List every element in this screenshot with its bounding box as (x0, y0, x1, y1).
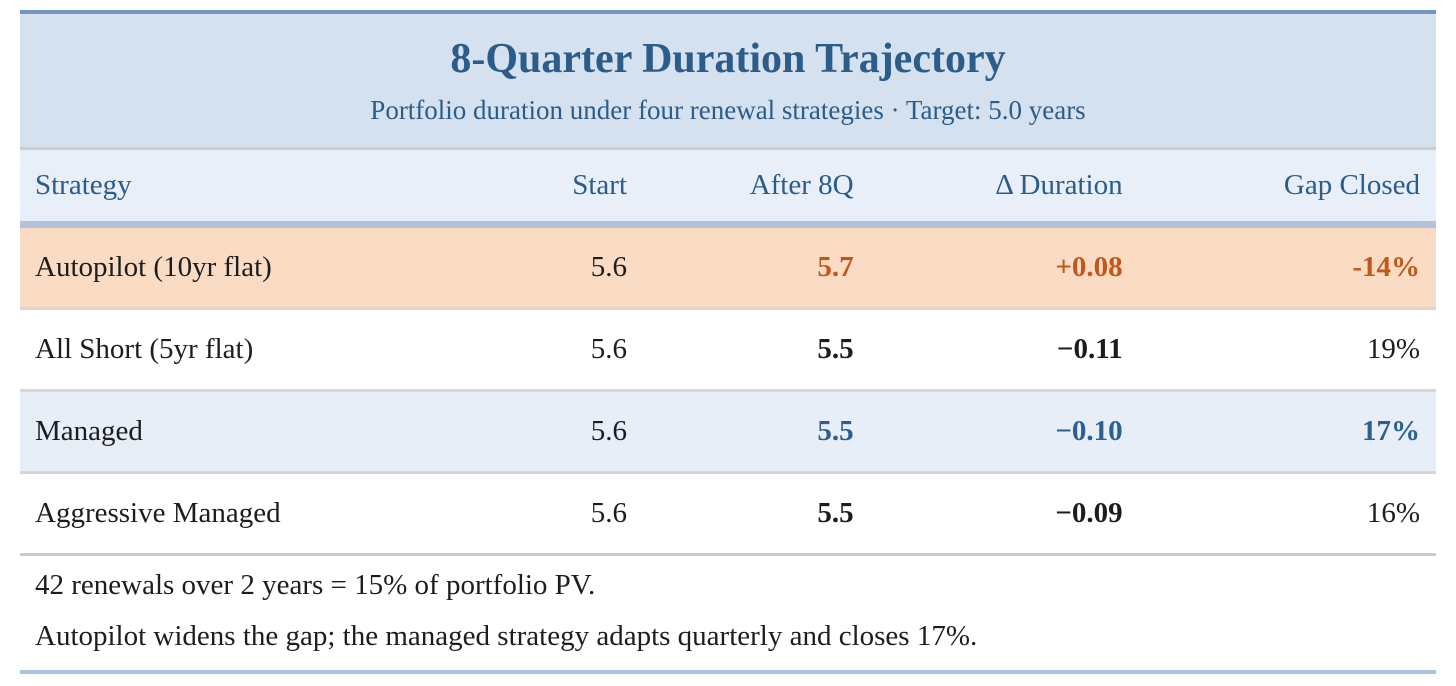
cell-gap-closed: -14% (1138, 228, 1436, 310)
cell-strategy: Aggressive Managed (20, 474, 445, 556)
table-row-managed: Managed 5.6 5.5 −0.10 17% (20, 392, 1436, 474)
cell-gap-closed: 16% (1138, 474, 1436, 556)
cell-after-8q: 5.5 (643, 310, 870, 392)
figure-header: 8-Quarter Duration Trajectory Portfolio … (20, 14, 1436, 150)
page-title: 8-Quarter Duration Trajectory (450, 36, 1006, 82)
duration-table: Strategy Start After 8Q Δ Duration Gap C… (20, 150, 1436, 556)
cell-gap-closed: 19% (1138, 310, 1436, 392)
footnote-summary: Autopilot widens the gap; the managed st… (35, 620, 978, 652)
cell-after-8q: 5.5 (643, 474, 870, 556)
column-header-strategy: Strategy (20, 150, 445, 228)
cell-start: 5.6 (444, 392, 644, 474)
cell-gap-closed: 17% (1138, 392, 1436, 474)
table-header-row: Strategy Start After 8Q Δ Duration Gap C… (20, 150, 1436, 228)
cell-after-8q: 5.7 (643, 228, 870, 310)
cell-start: 5.6 (444, 310, 644, 392)
table-row-autopilot: Autopilot (10yr flat) 5.6 5.7 +0.08 -14% (20, 228, 1436, 310)
cell-start: 5.6 (444, 474, 644, 556)
cell-after-8q: 5.5 (643, 392, 870, 474)
column-header-start: Start (444, 150, 644, 228)
cell-start: 5.6 (444, 228, 644, 310)
table-row-aggressive-managed: Aggressive Managed 5.6 5.5 −0.09 16% (20, 474, 1436, 556)
column-header-delta-duration: Δ Duration (869, 150, 1139, 228)
column-header-gap-closed: Gap Closed (1138, 150, 1436, 228)
cell-delta-duration: +0.08 (869, 228, 1139, 310)
figure-footnotes: 42 renewals over 2 years = 15% of portfo… (20, 556, 1436, 670)
cell-strategy: Autopilot (10yr flat) (20, 228, 445, 310)
cell-delta-duration: −0.09 (869, 474, 1139, 556)
duration-trajectory-figure: 8-Quarter Duration Trajectory Portfolio … (20, 10, 1436, 674)
cell-delta-duration: −0.11 (869, 310, 1139, 392)
figure-subtitle: Portfolio duration under four renewal st… (370, 95, 1086, 125)
footnote-renewals: 42 renewals over 2 years = 15% of portfo… (35, 569, 596, 601)
cell-strategy: All Short (5yr flat) (20, 310, 445, 392)
cell-delta-duration: −0.10 (869, 392, 1139, 474)
cell-strategy: Managed (20, 392, 445, 474)
table-row-all-short: All Short (5yr flat) 5.6 5.5 −0.11 19% (20, 310, 1436, 392)
column-header-after-8q: After 8Q (643, 150, 870, 228)
